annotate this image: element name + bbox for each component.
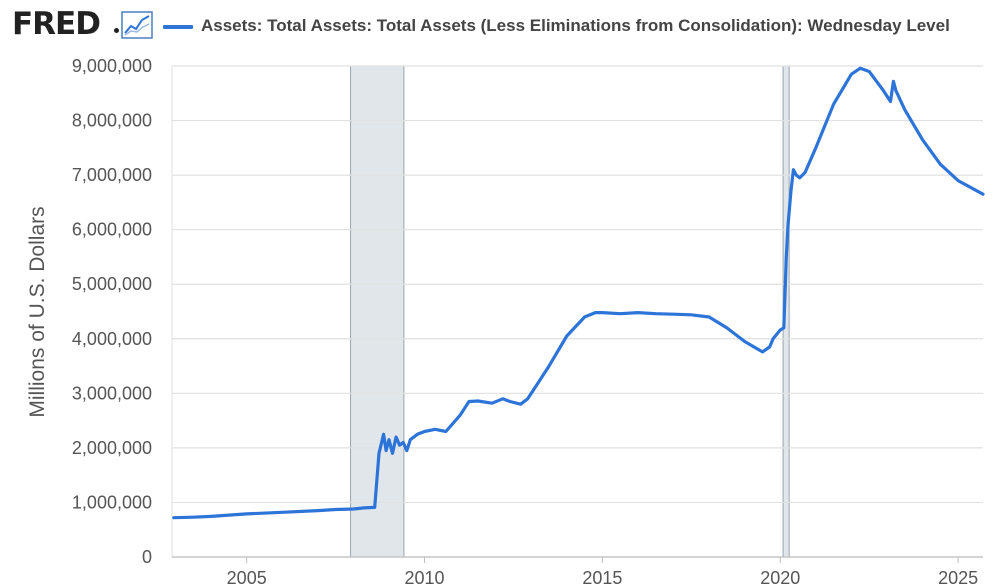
x-tick-label: 2015 [582,568,622,585]
logo-registered-mark [114,28,119,33]
y-tick-label: 9,000,000 [72,56,152,76]
recession-bands [350,66,790,557]
y-tick-label: 6,000,000 [72,220,152,240]
y-tick-label: 5,000,000 [72,274,152,294]
y-tick-label: 3,000,000 [72,383,152,403]
y-tick-label: 4,000,000 [72,329,152,349]
x-tick-label: 2005 [227,568,267,585]
y-tick-label: 8,000,000 [72,111,152,131]
y-axis-label: Millions of U.S. Dollars [26,206,49,417]
legend-swatch [163,25,193,29]
series-line [172,66,985,520]
line-chart-icon [121,11,153,39]
x-tick-label: 2010 [405,568,445,585]
y-tick-label: 2,000,000 [72,438,152,458]
y-tick-label: 0 [142,547,152,567]
x-axis-ticks: 2005 2010 2015 2020 2025 [227,557,978,585]
legend-label: Assets: Total Assets: Total Assets (Less… [201,16,950,35]
gridlines [171,65,983,558]
y-axis-ticks: 0 1,000,000 2,000,000 3,000,000 4,000,000 5,0… [72,56,152,567]
recession-band-1 [783,66,790,557]
x-tick-label: 2020 [760,568,800,585]
chart-header: FRED Assets: Total Assets: Total Assets … [0,0,1000,52]
y-tick-label: 7,000,000 [72,165,152,185]
y-tick-label: 1,000,000 [72,492,152,512]
x-tick-label: 2025 [938,568,978,585]
fred-logo[interactable]: FRED [12,6,101,42]
